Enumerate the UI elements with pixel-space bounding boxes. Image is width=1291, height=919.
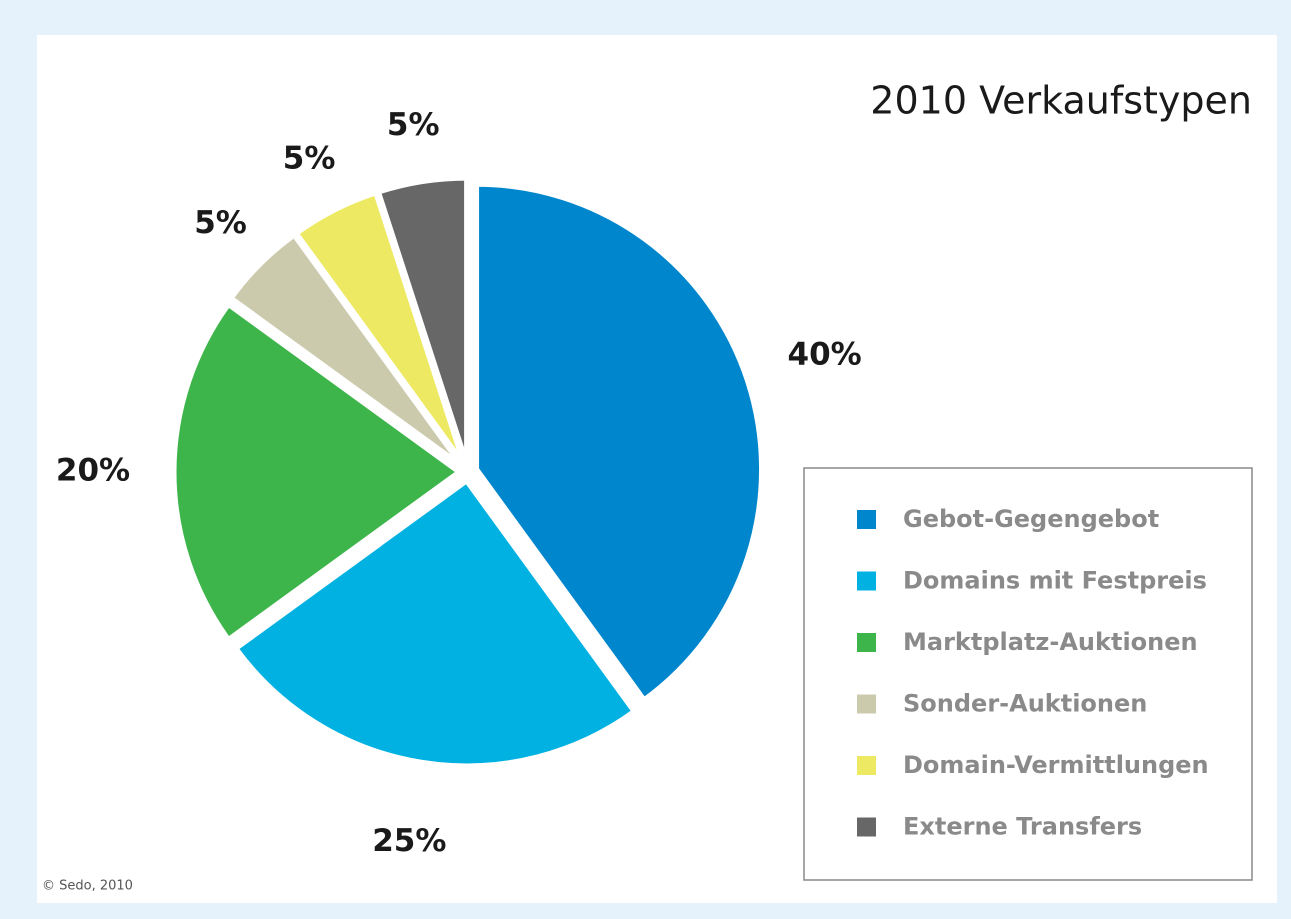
legend-label: Sonder-Auktionen bbox=[903, 690, 1147, 718]
legend-swatch bbox=[857, 571, 876, 591]
chart-title: 2010 Verkaufstypen bbox=[870, 79, 1252, 123]
legend-swatch bbox=[857, 633, 876, 652]
legend-swatch bbox=[857, 817, 876, 837]
value-label: 5% bbox=[194, 205, 247, 241]
pie-slice bbox=[292, 189, 467, 466]
legend-label: Gebot-Gegengebot bbox=[903, 505, 1159, 533]
legend-box bbox=[803, 467, 1253, 881]
pie-slice bbox=[232, 477, 638, 769]
legend-label: Domains mit Festpreis bbox=[903, 567, 1207, 595]
pie-slice bbox=[171, 300, 464, 644]
source: © Sedo, 2010 bbox=[42, 879, 133, 894]
pie-slice bbox=[227, 231, 464, 468]
pie-slice bbox=[474, 181, 765, 704]
legend-swatch bbox=[857, 756, 876, 775]
legend-label: Domain-Vermittlungen bbox=[903, 751, 1209, 779]
value-label: 40% bbox=[788, 337, 862, 373]
value-label: 25% bbox=[372, 823, 446, 859]
value-label: 5% bbox=[283, 141, 336, 177]
legend-swatch bbox=[857, 694, 876, 714]
legend-label: Marktplatz-Auktionen bbox=[903, 628, 1198, 656]
legend-swatch bbox=[857, 510, 876, 529]
value-label: 5% bbox=[387, 107, 440, 143]
pie-slice bbox=[375, 175, 470, 464]
value-label: 20% bbox=[56, 453, 130, 489]
legend-label: Externe Transfers bbox=[903, 813, 1142, 841]
